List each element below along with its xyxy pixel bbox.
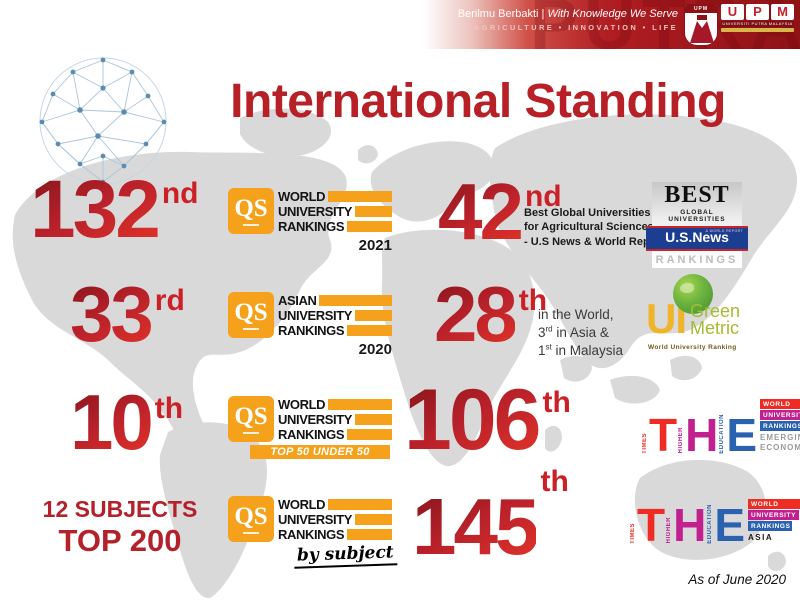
usnews-rankings: RANKINGS [655, 253, 739, 266]
rank-number: 28 [434, 270, 518, 358]
the-bar-rankings: RANKINGS [760, 421, 800, 431]
upm-university-strip: UNIVERSITI PUTRA MALAYSIA [721, 21, 794, 27]
usnews-description: Best Global Universities for Agricultura… [524, 207, 665, 248]
motto-italic: With Knowledge We Serve [547, 8, 678, 20]
the-higher: HIGHER [666, 517, 673, 544]
upm-shield-icon: UPM [684, 4, 718, 46]
the-education: EDUCATION [707, 503, 714, 544]
the-bar-university: UNIVERSITY [748, 510, 800, 520]
rank-qs-world-number: 132 nd [30, 164, 199, 255]
qs-line1: ASIAN [278, 292, 317, 308]
greenmetric-description: in the World, 3rd in Asia & 1st in Malay… [538, 307, 624, 359]
header-banner: PUTRA Berilmu Berbakti | With Knowledge … [0, 0, 800, 49]
the-higher: HIGHER [678, 427, 685, 454]
upm-letter-u: U [721, 4, 744, 20]
greenmetric-subtitle: World University Ranking [648, 344, 737, 351]
the-sub-emerging: EMERGING ECONOMIES [760, 433, 800, 453]
the-emerging-economies-logo: TIMES T HIGHER H EDUCATION E WORLD UNIVERSI… [642, 398, 800, 458]
upm-crest-icon [690, 15, 714, 43]
the-bar-world: WORLD [760, 399, 800, 409]
greenmetric-wordmark: Green Metric [690, 301, 741, 339]
usnews-global: GLOBAL UNIVERSITIES [668, 208, 726, 223]
banner-text: Berilmu Berbakti | With Knowledge We Ser… [458, 9, 678, 32]
rank-qs-top50-number: 10 th [70, 378, 184, 466]
upm-wordmark: U P M UNIVERSITI PUTRA MALAYSIA [721, 4, 794, 46]
qs-line3: RANKINGS [278, 322, 345, 338]
rank-suffix: th [154, 392, 184, 425]
qs-mark-icon: QS [228, 188, 274, 234]
rank-number: 106 [404, 372, 541, 468]
upm-letters: U P M [721, 4, 794, 20]
rank-the-emerging-number: 106 th [404, 372, 571, 468]
qs-line2: UNIVERSITY [278, 307, 353, 323]
qs-world-rankings-logo: QS WORLD UNIVERSITY RANKINGS 2021 [228, 188, 392, 254]
rank-number: 10 [70, 378, 154, 466]
page-title: International Standing [230, 75, 726, 128]
the-asia-logo: TIMES T HIGHER H EDUCATION E WORLD UNIVERSI… [630, 498, 800, 547]
rank-suffix: rd [154, 284, 185, 317]
rank-number: 145 [412, 482, 539, 571]
qs-mark-icon: QS [228, 396, 274, 442]
the-bar-world: WORLD [748, 499, 800, 509]
qs-line3: RANKINGS [278, 426, 345, 442]
subjects-top200-label: 12 SUBJECTS TOP 200 [34, 496, 206, 559]
network-globe-icon [39, 57, 167, 185]
qs-mark-icon: QS [228, 292, 274, 338]
usnews-banner: & WORLD REPORT U.S.News [646, 225, 748, 251]
rank-suffix: nd [524, 180, 562, 213]
usnews-best: BEST [664, 182, 730, 208]
rank-suffix: nd [161, 177, 199, 210]
the-bar-rankings: RANKINGS [748, 521, 793, 531]
qs-by-subject-logo: QS WORLD UNIVERSITY RANKINGS by subject [228, 496, 398, 569]
upm-gold-strip [721, 28, 794, 32]
qs-line1: WORLD [278, 396, 326, 412]
qs-top50-logo: QS WORLD UNIVERSITY RANKINGS TOP 50 UNDE… [228, 396, 392, 459]
the-times: TIMES [642, 432, 648, 454]
rank-greenmetric-number: 28 th [434, 270, 548, 358]
rank-number: 132 [30, 164, 161, 255]
the-bar-university: UNIVERSITY [760, 410, 800, 420]
upm-logo: UPM U P M UNIVERSITI PUTRA MALAYSIA [684, 4, 794, 46]
rank-usnews-number: 42 nd [438, 167, 562, 256]
qs-line1: WORLD [278, 188, 326, 204]
qs-line2: UNIVERSITY [278, 203, 353, 219]
upm-letter-m: M [771, 4, 794, 20]
qs-line2: UNIVERSITY [278, 411, 353, 427]
rank-suffix: th [542, 386, 571, 419]
ui-greenmetric-logo: UI Green Metric World University Ranking [646, 274, 752, 360]
banner-motto: Berilmu Berbakti | With Knowledge We Ser… [458, 9, 678, 20]
the-sub-asia: ASIA [748, 533, 774, 542]
qs-year: 2020 [358, 341, 392, 358]
as-of-date: As of June 2020 [688, 572, 786, 587]
qs-asian-rankings-logo: QS ASIAN UNIVERSITY RANKINGS 2020 [228, 292, 392, 358]
greenmetric-globe-icon [673, 274, 713, 314]
upm-letter-p: P [746, 4, 769, 20]
rank-number: 33 [70, 270, 154, 358]
qs-year: 2021 [358, 237, 392, 254]
the-times: TIMES [630, 522, 636, 544]
subjects-line2: TOP 200 [58, 523, 182, 559]
qs-line2: UNIVERSITY [278, 511, 353, 527]
rank-suffix: th [518, 284, 548, 317]
usnews-name: U.S.News [665, 228, 729, 245]
qs-line3: RANKINGS [278, 526, 345, 542]
rank-qs-asian-number: 33 rd [70, 270, 185, 358]
qs-line1: WORLD [278, 496, 326, 512]
usnews-best-global-logo: BEST GLOBAL UNIVERSITIES & WORLD REPORT … [646, 182, 748, 268]
rank-suffix: th [540, 465, 569, 498]
the-education: EDUCATION [719, 414, 726, 454]
upm-shield-label: UPM [685, 5, 717, 13]
usnews-world-report: & WORLD REPORT [705, 228, 743, 233]
qs-top50-banner: TOP 50 UNDER 50 [250, 445, 390, 459]
qs-mark-icon: QS [228, 496, 274, 542]
banner-tagline: AGRICULTURE • INNOVATION • LIFE [473, 23, 678, 32]
rank-the-asia-number: 145 th [412, 467, 569, 571]
subjects-line1: 12 SUBJECTS [42, 496, 198, 522]
motto-regular: Berilmu Berbakti | [457, 8, 545, 20]
rank-number: 42 [438, 167, 524, 256]
qs-by-subject-script: by subject [293, 542, 398, 569]
qs-line3: RANKINGS [278, 218, 345, 234]
